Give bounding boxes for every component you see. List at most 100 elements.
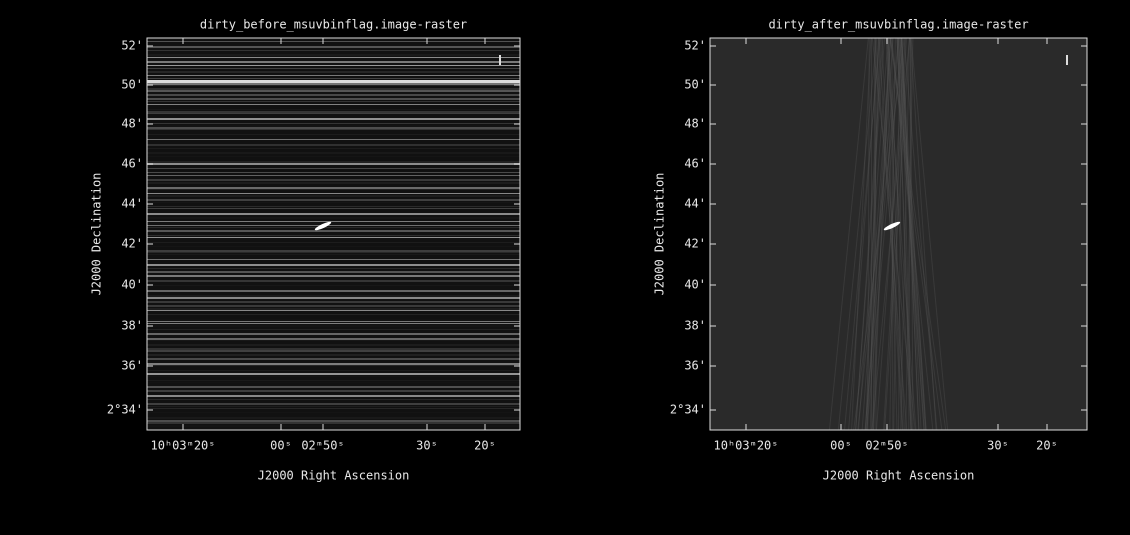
- stripe: [147, 344, 520, 346]
- y-tick-label: 46': [684, 157, 706, 171]
- stripe: [147, 163, 520, 165]
- stripe: [147, 354, 520, 356]
- stripe: [147, 134, 520, 135]
- x-tick-label: 02ᵐ50ˢ: [301, 439, 344, 453]
- stripe: [147, 54, 520, 56]
- stripe: [147, 350, 520, 352]
- x-tick-label: 00ˢ: [830, 439, 852, 453]
- stripe: [147, 395, 520, 397]
- stripe: [147, 123, 520, 124]
- stripe: [147, 308, 520, 310]
- stripe: [147, 125, 520, 127]
- stripe: [147, 225, 520, 226]
- stripe: [147, 41, 520, 42]
- stripe: [147, 264, 520, 266]
- stripe: [147, 358, 520, 360]
- stripe: [147, 329, 520, 330]
- stripe: [147, 290, 520, 292]
- y-tick-label: 36': [121, 359, 143, 373]
- stripe: [147, 223, 520, 224]
- stripe: [147, 156, 520, 157]
- stripe: [147, 408, 520, 409]
- stripe: [147, 193, 520, 194]
- stripe: [147, 363, 520, 365]
- stripe: [147, 68, 520, 69]
- x-tick-label: 30ˢ: [416, 439, 438, 453]
- stripe: [147, 217, 520, 219]
- stripe: [147, 80, 520, 83]
- y-tick-label: 2°34': [107, 403, 143, 417]
- stripe: [147, 227, 520, 228]
- stripe: [147, 275, 520, 277]
- y-tick-label: 42': [121, 237, 143, 251]
- stripe: [147, 325, 520, 327]
- stripe: [147, 83, 520, 85]
- stripe: [147, 422, 520, 424]
- stripe: [147, 406, 520, 407]
- stripe: [147, 101, 520, 102]
- x-axis-label: J2000 Right Ascension: [258, 469, 410, 483]
- stripe: [147, 348, 520, 350]
- stripe: [147, 85, 520, 86]
- stripe: [147, 144, 520, 146]
- beam-marker: [1066, 55, 1068, 65]
- stripe: [147, 417, 520, 419]
- stripe: [147, 111, 520, 113]
- stripe: [147, 237, 520, 238]
- stripe: [147, 57, 520, 58]
- y-tick-label: 38': [121, 319, 143, 333]
- y-axis-label: J2000 Declination: [90, 173, 104, 296]
- stripe: [147, 235, 520, 236]
- stripe: [147, 321, 520, 322]
- stripe: [147, 139, 520, 140]
- stripe: [147, 386, 520, 388]
- stripe: [147, 420, 520, 422]
- beam-marker: [499, 55, 501, 65]
- stripe: [147, 195, 520, 197]
- y-tick-label: 40': [684, 278, 706, 292]
- y-tick-label: 36': [684, 359, 706, 373]
- stripe: [147, 189, 520, 190]
- stripe: [147, 78, 520, 79]
- y-tick-label: 48': [684, 117, 706, 131]
- stripe: [147, 202, 520, 203]
- stripe: [147, 168, 520, 169]
- stripe: [147, 94, 520, 96]
- y-tick-label: 38': [684, 319, 706, 333]
- y-tick-label: 52': [121, 39, 143, 53]
- stripe: [147, 109, 520, 110]
- stripe: [147, 61, 520, 63]
- stripe: [147, 179, 520, 181]
- stripe: [147, 221, 520, 222]
- x-tick-label: 10ʰ03ᵐ20ˢ: [150, 439, 215, 453]
- stripe: [147, 50, 520, 51]
- stripe: [147, 98, 520, 100]
- stripe: [147, 182, 520, 184]
- stripe: [147, 425, 520, 427]
- stripe: [147, 213, 520, 215]
- stripe: [147, 382, 520, 383]
- stripe: [147, 305, 520, 307]
- x-tick-label: 30ˢ: [987, 439, 1009, 453]
- stripe: [147, 208, 520, 209]
- stripe: [147, 254, 520, 255]
- stripe: [147, 380, 520, 381]
- stripe: [147, 104, 520, 105]
- stripe: [147, 333, 520, 335]
- stripe: [147, 88, 520, 90]
- y-tick-label: 44': [684, 197, 706, 211]
- y-tick-label: 44': [121, 197, 143, 211]
- x-tick-label: 20ˢ: [474, 439, 496, 453]
- y-tick-label: 42': [684, 237, 706, 251]
- y-tick-label: 40': [121, 278, 143, 292]
- stripe: [147, 187, 520, 189]
- stripe: [147, 390, 520, 392]
- stripe: [147, 403, 520, 405]
- stripe: [147, 148, 520, 149]
- stripe: [147, 370, 520, 371]
- x-axis-label: J2000 Right Ascension: [823, 469, 975, 483]
- panel-title: dirty_before_msuvbinflag.image-raster: [200, 18, 467, 32]
- stripe: [147, 338, 520, 340]
- y-tick-label: 50': [121, 78, 143, 92]
- y-axis-label: J2000 Declination: [653, 173, 667, 296]
